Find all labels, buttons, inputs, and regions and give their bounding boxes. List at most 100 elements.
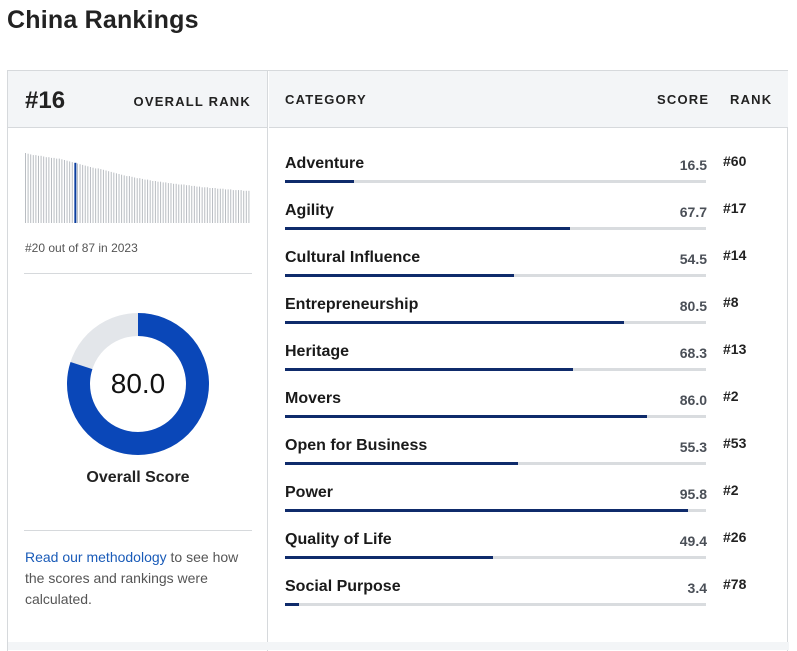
overall-score-value: 80.0 bbox=[110, 368, 166, 399]
histogram-bar bbox=[102, 169, 104, 223]
histogram-bar bbox=[152, 181, 154, 223]
histogram-bar bbox=[175, 183, 177, 223]
overall-score-donut: 80.0 bbox=[67, 313, 209, 455]
header-score: SCORE bbox=[657, 92, 710, 107]
score-bar-fill bbox=[285, 274, 515, 277]
score-bar-track bbox=[285, 321, 706, 324]
histogram-bar bbox=[230, 189, 232, 223]
histogram-bar bbox=[115, 173, 117, 223]
category-score: 3.4 bbox=[687, 580, 707, 596]
donut-chart bbox=[67, 313, 209, 455]
category-name: Agility bbox=[285, 202, 334, 219]
histogram-bar bbox=[89, 167, 91, 223]
category-score: 67.7 bbox=[679, 204, 707, 220]
overall-score-label: Overall Score bbox=[86, 469, 190, 486]
histogram-bar bbox=[76, 163, 78, 223]
histogram-bar bbox=[100, 169, 102, 223]
table-row: Social Purpose 3.4 #78 bbox=[269, 576, 788, 625]
histogram-bar bbox=[180, 184, 182, 223]
histogram-bar bbox=[206, 187, 208, 223]
histogram-bar bbox=[204, 187, 206, 223]
table-row: Movers 86.0 #2 bbox=[269, 388, 788, 437]
category-name: Social Purpose bbox=[285, 578, 401, 595]
histogram-bar bbox=[128, 176, 130, 223]
category-rank: #53 bbox=[723, 435, 747, 451]
category-rank: #17 bbox=[723, 200, 747, 216]
histogram-bar bbox=[147, 179, 149, 223]
histogram-bar bbox=[27, 153, 29, 223]
histogram-bar bbox=[121, 174, 123, 223]
divider bbox=[24, 530, 252, 531]
histogram-bar-highlight bbox=[74, 162, 77, 223]
histogram-bar bbox=[178, 184, 180, 223]
histogram-bar bbox=[201, 187, 203, 223]
histogram-bar bbox=[173, 183, 175, 223]
table-row: Adventure 16.5 #60 bbox=[269, 153, 788, 202]
histogram-bar bbox=[32, 155, 34, 223]
histogram-bar bbox=[105, 170, 107, 223]
category-rank: #78 bbox=[723, 576, 747, 592]
category-name: Open for Business bbox=[285, 437, 428, 454]
score-bar-fill bbox=[285, 509, 689, 512]
category-name: Quality of Life bbox=[285, 531, 392, 548]
histogram-bar bbox=[222, 188, 224, 223]
score-bar-track bbox=[285, 274, 706, 277]
histogram-bar bbox=[170, 183, 172, 223]
table-row: Cultural Influence 54.5 #14 bbox=[269, 247, 788, 296]
histogram-bar bbox=[162, 182, 164, 223]
histogram-bar bbox=[118, 174, 120, 223]
histogram-bar bbox=[219, 188, 221, 223]
divider bbox=[24, 273, 252, 274]
histogram-bar bbox=[134, 177, 136, 223]
histogram-bar bbox=[123, 175, 125, 223]
histogram-bar bbox=[217, 188, 219, 223]
histogram-bar bbox=[37, 155, 39, 223]
category-name: Heritage bbox=[285, 343, 350, 360]
histogram-bar bbox=[209, 188, 211, 223]
overall-rank-value: #16 bbox=[25, 87, 66, 114]
histogram-bar bbox=[167, 183, 169, 223]
score-bar-track bbox=[285, 509, 706, 512]
histogram-bar bbox=[214, 188, 216, 223]
score-bar-fill bbox=[285, 368, 573, 371]
histogram-bar bbox=[186, 185, 188, 223]
overall-rank-label: OVERALL RANK bbox=[133, 94, 251, 109]
category-rank: #13 bbox=[723, 341, 747, 357]
histogram-bar bbox=[240, 190, 242, 223]
histogram-bar bbox=[243, 190, 245, 223]
score-bar-track bbox=[285, 180, 706, 183]
histogram-bar bbox=[30, 154, 32, 223]
histogram-bar bbox=[87, 166, 89, 223]
histogram-bar bbox=[69, 161, 71, 223]
score-bar-track bbox=[285, 227, 706, 230]
histogram-bar bbox=[92, 167, 94, 223]
category-rank: #26 bbox=[723, 529, 747, 545]
histogram-bar bbox=[95, 168, 97, 223]
methodology-link[interactable]: Read our methodology bbox=[25, 549, 167, 565]
histogram-bar bbox=[25, 153, 26, 223]
category-column: CATEGORY SCORE RANK Adventure 16.5 #60 Agil… bbox=[269, 71, 788, 651]
rank-history-caption: #20 out of 87 in 2023 bbox=[25, 241, 138, 255]
histogram-bar bbox=[61, 159, 63, 223]
score-bar-track bbox=[285, 415, 706, 418]
histogram-bar bbox=[183, 184, 185, 223]
score-bar-track bbox=[285, 603, 706, 606]
histogram-bar bbox=[199, 186, 201, 223]
category-name: Movers bbox=[285, 390, 342, 407]
histogram-bar bbox=[40, 155, 42, 223]
histogram-bar bbox=[45, 157, 47, 223]
category-score: 49.4 bbox=[679, 533, 707, 549]
category-rank: #2 bbox=[723, 388, 739, 404]
histogram-bar bbox=[141, 178, 143, 223]
category-name: Cultural Influence bbox=[285, 249, 421, 266]
score-bar-fill bbox=[285, 556, 493, 559]
histogram-bar bbox=[245, 190, 247, 223]
score-bar-fill bbox=[285, 180, 355, 183]
histogram-bar bbox=[248, 190, 250, 223]
histogram-bar bbox=[238, 190, 240, 223]
score-bar-fill bbox=[285, 415, 648, 418]
histogram-bar bbox=[48, 157, 50, 223]
overall-header: #16 OVERALL RANK bbox=[8, 71, 267, 128]
histogram-bar bbox=[66, 160, 68, 223]
histogram-bar bbox=[144, 179, 146, 223]
